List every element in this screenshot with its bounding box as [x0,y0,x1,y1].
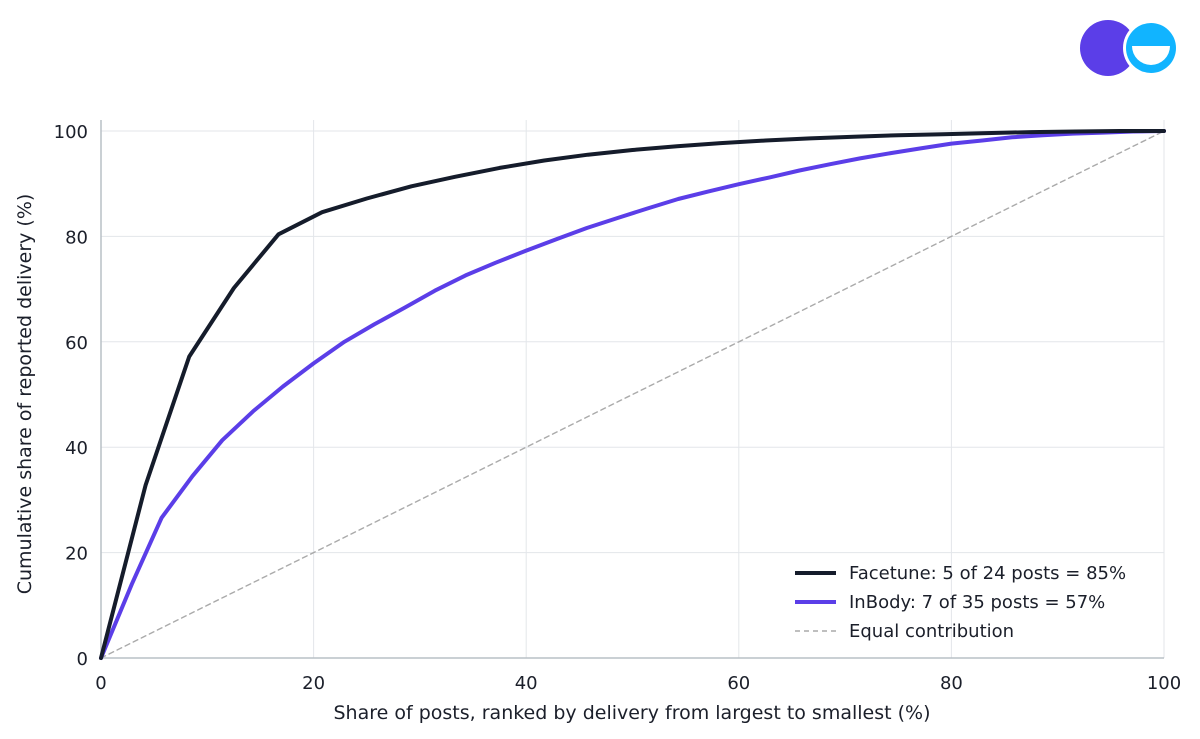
series-lines [99,129,1166,660]
y-tick-label: 100 [54,122,88,143]
logo-smile [1132,46,1170,65]
y-tick-label: 60 [65,333,88,354]
brand-logo [1080,20,1179,76]
y-tick-label: 40 [65,438,88,459]
series-line-inbody [99,129,1166,660]
x-tick-label: 40 [515,673,538,694]
legend: Facetune: 5 of 24 posts = 85% InBody: 7 o… [795,563,1126,642]
y-tick-label: 0 [77,649,88,670]
tick-labels: 0 20 40 60 80 100 0 20 40 60 80 100 [54,122,1182,694]
series-line-equal-contribution [100,130,1165,659]
x-tick-label: 100 [1147,673,1181,694]
axes [100,120,1164,659]
x-tick-label: 20 [302,673,325,694]
legend-label: InBody: 7 of 35 posts = 57% [849,592,1105,613]
x-tick-label: 0 [95,673,106,694]
y-tick-label: 20 [65,544,88,565]
series-line-facetune [99,129,1166,660]
legend-label: Equal contribution [849,621,1014,642]
x-tick-label: 60 [727,673,750,694]
x-tick-label: 80 [940,673,963,694]
logo-purple-circle [1080,20,1136,76]
y-tick-label: 80 [65,227,88,248]
y-axis-title: Cumulative share of reported delivery (%… [14,194,36,595]
x-axis-title: Share of posts, ranked by delivery from … [334,702,931,724]
legend-label: Facetune: 5 of 24 posts = 85% [849,563,1126,584]
